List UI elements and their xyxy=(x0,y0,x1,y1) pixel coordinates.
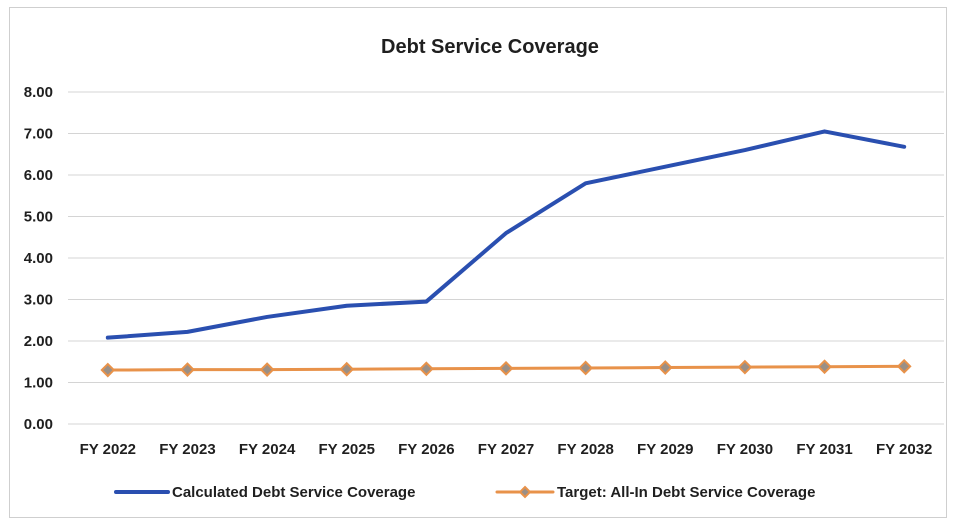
data-point xyxy=(100,362,116,378)
data-point xyxy=(737,359,753,375)
legend-label: Calculated Debt Service Coverage xyxy=(172,484,415,501)
chart-title: Debt Service Coverage xyxy=(381,36,599,58)
legend-item-target: Target: All-In Debt Service Coverage xyxy=(495,484,815,501)
data-point xyxy=(498,360,514,376)
legend-marker xyxy=(518,485,532,499)
x-tick-label: FY 2022 xyxy=(80,441,136,458)
y-tick-label: 8.00 xyxy=(24,84,53,101)
x-tick-label: FY 2032 xyxy=(876,441,932,458)
data-point xyxy=(180,362,195,378)
y-tick-label: 4.00 xyxy=(24,250,53,267)
series-calculated xyxy=(105,129,907,340)
y-axis-ticks: 0.00 1.00 2.00 3.00 4.00 5.00 6.00 7.00 8.00 xyxy=(24,84,53,433)
y-tick-label: 5.00 xyxy=(24,209,53,226)
legend-item-calculated: Calculated Debt Service Coverage xyxy=(114,484,415,501)
legend-label: Target: All-In Debt Service Coverage xyxy=(557,484,815,501)
y-tick-label: 6.00 xyxy=(24,167,53,184)
x-axis-ticks: FY 2022 FY 2023 FY 2024 FY 2025 FY 2026 FY 20… xyxy=(80,441,933,458)
y-tick-label: 2.00 xyxy=(24,333,53,350)
x-tick-label: FY 2031 xyxy=(796,441,852,458)
gridlines xyxy=(68,91,944,425)
data-point xyxy=(259,362,275,378)
x-tick-label: FY 2026 xyxy=(398,441,454,458)
legend: Calculated Debt Service Coverage Target: … xyxy=(114,484,815,501)
x-tick-label: FY 2023 xyxy=(159,441,215,458)
y-tick-label: 3.00 xyxy=(24,292,53,309)
series-target xyxy=(100,358,912,378)
x-tick-label: FY 2024 xyxy=(239,441,296,458)
data-point xyxy=(657,360,673,375)
y-tick-label: 0.00 xyxy=(24,416,53,433)
x-tick-label: FY 2027 xyxy=(478,441,534,458)
series-lines xyxy=(100,129,912,378)
data-point xyxy=(418,361,434,377)
data-point xyxy=(896,358,912,374)
x-tick-label: FY 2028 xyxy=(557,441,613,458)
x-tick-label: FY 2025 xyxy=(319,441,375,458)
data-point xyxy=(817,359,832,375)
data-point xyxy=(578,360,594,376)
y-tick-label: 7.00 xyxy=(24,126,53,143)
data-point xyxy=(339,361,355,377)
series-line xyxy=(105,129,907,340)
y-tick-label: 1.00 xyxy=(24,375,53,392)
x-tick-label: FY 2030 xyxy=(717,441,773,458)
x-tick-label: FY 2029 xyxy=(637,441,693,458)
